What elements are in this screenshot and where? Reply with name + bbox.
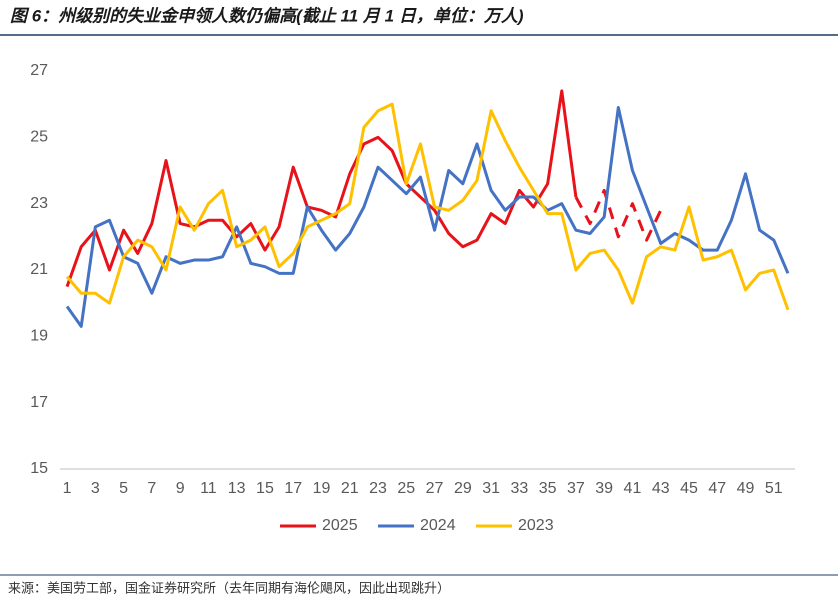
x-tick-label: 51	[765, 480, 783, 497]
x-tick-label: 33	[510, 480, 528, 497]
legend-label: 2025	[322, 517, 358, 534]
x-tick-label: 7	[147, 480, 156, 497]
x-tick-label: 23	[369, 480, 387, 497]
x-tick-label: 19	[313, 480, 331, 497]
x-tick-label: 39	[595, 480, 613, 497]
x-tick-label: 5	[119, 480, 128, 497]
x-tick-label: 21	[341, 480, 359, 497]
series-line	[65, 102, 790, 311]
x-tick-label: 27	[426, 480, 444, 497]
legend-label: 2023	[518, 517, 554, 534]
x-tick-label: 11	[200, 480, 217, 497]
y-tick-label: 25	[30, 129, 48, 146]
y-tick-label: 19	[30, 328, 48, 345]
y-tick-label: 21	[30, 261, 48, 278]
x-tick-label: 9	[176, 480, 185, 497]
x-tick-label: 37	[567, 480, 585, 497]
x-tick-label: 1	[63, 480, 72, 497]
x-tick-label: 29	[454, 480, 472, 497]
x-tick-label: 15	[256, 480, 274, 497]
y-tick-label: 23	[30, 195, 48, 212]
x-tick-label: 25	[397, 480, 415, 497]
legend-label: 2024	[420, 517, 456, 534]
y-tick-label: 15	[30, 460, 48, 477]
x-tick-label: 13	[228, 480, 246, 497]
x-tick-label: 43	[652, 480, 670, 497]
series-line	[65, 89, 578, 288]
y-tick-label: 27	[30, 62, 48, 79]
x-tick-label: 41	[624, 480, 642, 497]
chart-title: 图 6：州级别的失业金申领人数仍偏高(截止 11 月 1 日，单位：万人)	[10, 6, 524, 25]
y-tick-label: 17	[30, 394, 48, 411]
x-tick-label: 49	[737, 480, 755, 497]
series-line	[65, 105, 790, 328]
series-line-dashed	[574, 188, 663, 242]
x-tick-label: 45	[680, 480, 698, 497]
x-tick-label: 17	[284, 480, 302, 497]
x-tick-label: 3	[91, 480, 100, 497]
source-note: 来源：美国劳工部，国金证券研究所（去年同期有海伦飓风，因此出现跳升）	[8, 580, 450, 595]
x-tick-label: 47	[708, 480, 726, 497]
x-tick-label: 31	[482, 480, 500, 497]
x-tick-label: 35	[539, 480, 557, 497]
